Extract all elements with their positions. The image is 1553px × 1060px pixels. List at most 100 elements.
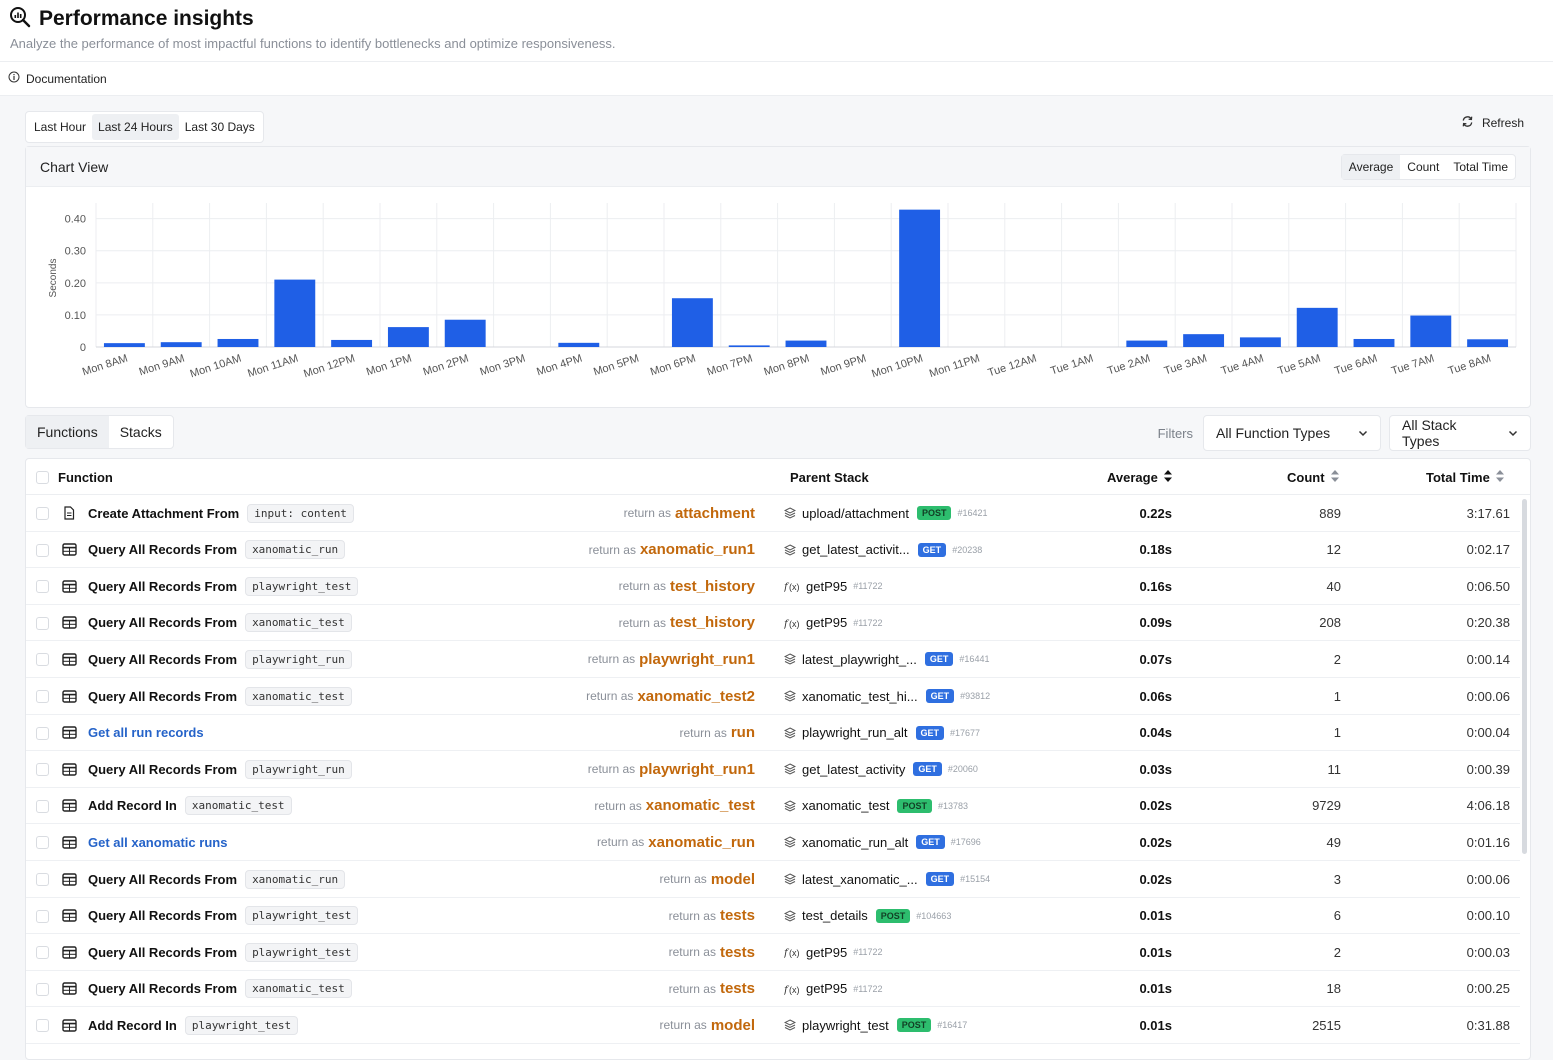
stack-name[interactable]: latest_playwright_... [802, 651, 917, 667]
table-scrollbar[interactable] [1522, 499, 1527, 854]
row-checkbox[interactable] [36, 836, 49, 850]
return-variable: xanomatic_run [648, 833, 755, 851]
stack-name[interactable]: getP95 [806, 981, 848, 997]
select-all-checkbox[interactable] [36, 471, 49, 484]
total-time-cell: 0:00.06 [1466, 688, 1510, 704]
metric-button-2[interactable]: Total Time [1453, 160, 1508, 174]
table-row[interactable]: Query All Records From xanomatic_test retu… [26, 678, 1520, 715]
count-cell: 49 [1326, 834, 1341, 850]
stack-id: #13783 [937, 800, 968, 811]
column-function[interactable]: Function [58, 470, 113, 485]
x-tick-label: Tue 2AM [1106, 352, 1152, 377]
function-icon: f (x) [784, 580, 800, 592]
count-cell: 3 [1333, 871, 1341, 887]
table-row[interactable]: Query All Records From playwright_test ret… [26, 568, 1520, 605]
table-row[interactable]: Add Record In xanomatic_test return as xano… [26, 788, 1520, 825]
stack-id: #11722 [853, 617, 883, 628]
row-checkbox[interactable] [36, 909, 49, 923]
row-checkbox[interactable] [36, 580, 49, 594]
method-badge: GET [916, 835, 945, 850]
function-cell: Query All Records From xanomatic_test [88, 605, 352, 641]
stack-name[interactable]: xanomatic_test_hi... [802, 688, 918, 704]
stack-name[interactable]: get_latest_activity [802, 761, 906, 777]
refresh-button[interactable]: Refresh [1461, 115, 1524, 131]
sort-icon [1330, 470, 1339, 485]
row-checkbox[interactable] [36, 799, 49, 813]
table-row[interactable]: Query All Records From xanomatic_test retu… [26, 605, 1520, 642]
svg-text:(x): (x) [789, 985, 800, 995]
table-row[interactable]: Query All Records From playwright_test ret… [26, 898, 1520, 935]
row-checkbox[interactable] [36, 653, 49, 667]
table-row[interactable]: Add Record In playwright_test return as mod… [26, 1007, 1520, 1044]
average-cell: 0.04s [1139, 725, 1172, 741]
row-checkbox[interactable] [36, 690, 49, 703]
table-row[interactable]: Create Attachment From input: content retu… [26, 495, 1520, 532]
metric-button-0[interactable]: Average [1341, 155, 1401, 179]
count-cell: 1 [1333, 688, 1341, 704]
x-tick-label: Tue 4AM [1220, 352, 1266, 377]
function-link[interactable]: Get all xanomatic runs [88, 834, 228, 850]
tab-functions[interactable]: Functions [26, 416, 109, 448]
function-cell: Query All Records From playwright_test [88, 898, 359, 934]
method-badge: GET [924, 652, 954, 667]
stack-name[interactable]: playwright_run_alt [802, 725, 908, 741]
source-chip: xanomatic_test [245, 613, 352, 633]
column-average[interactable]: Average [1107, 470, 1172, 485]
row-checkbox[interactable] [36, 763, 49, 777]
stack-name[interactable]: get_latest_activit... [802, 542, 910, 558]
stack-name[interactable]: getP95 [806, 615, 848, 631]
row-checkbox[interactable] [36, 982, 49, 996]
table-row[interactable]: Query All Records From xanomatic_run retur… [26, 861, 1520, 898]
table-row[interactable]: Query All Records From playwright_run retu… [26, 641, 1520, 678]
column-count[interactable]: Count [1287, 470, 1339, 485]
page-title: Performance insights [39, 6, 254, 30]
range-button-1[interactable]: Last 24 Hours [92, 114, 179, 140]
row-checkbox[interactable] [36, 946, 49, 960]
row-checkbox[interactable] [36, 543, 49, 557]
return-prefix: return as [594, 798, 642, 813]
metric-button-1[interactable]: Count [1407, 160, 1440, 174]
stack-name[interactable]: getP95 [806, 578, 848, 594]
total-time-cell: 0:00.04 [1466, 725, 1510, 741]
table-row[interactable]: Query All Records From playwright_run retu… [26, 751, 1520, 788]
table-row[interactable]: Query All Records From playwright_test ret… [26, 934, 1520, 971]
row-checkbox[interactable] [36, 616, 49, 630]
return-variable: tests [719, 980, 755, 998]
return-prefix: return as [587, 762, 636, 777]
table-row[interactable]: Get all run records return as run playwrigh… [26, 715, 1520, 752]
stack-name[interactable]: getP95 [806, 944, 848, 960]
function-name: Query All Records From [88, 761, 238, 777]
stack-id: #20060 [947, 764, 978, 775]
row-checkbox[interactable] [36, 873, 49, 886]
bar-4 [331, 339, 373, 347]
function-cell: Query All Records From xanomatic_run [88, 532, 346, 568]
row-checkbox[interactable] [36, 1019, 49, 1033]
column-parent-stack[interactable]: Parent Stack [790, 470, 869, 485]
function-link[interactable]: Get all run records [88, 725, 204, 741]
range-button-0[interactable]: Last Hour [34, 120, 87, 134]
table-row[interactable]: Get all xanomatic runs return as xanomatic… [26, 824, 1520, 861]
stack-name[interactable]: upload/attachment [802, 505, 909, 521]
stack-type-select[interactable]: All Stack Types [1389, 415, 1531, 451]
stack-name[interactable]: playwright_test [802, 1017, 889, 1033]
x-tick-label: Mon 2PM [422, 352, 470, 378]
function-type-select[interactable]: All Function Types [1203, 415, 1381, 451]
row-checkbox[interactable] [36, 726, 49, 740]
documentation-link[interactable]: Documentation [26, 71, 107, 86]
stack-name[interactable]: xanomatic_run_alt [802, 834, 909, 850]
svg-text:f: f [784, 582, 790, 592]
tab-stacks[interactable]: Stacks [119, 424, 162, 440]
table-row[interactable]: Query All Records From xanomatic_run retur… [26, 532, 1520, 569]
parent-stack-cell: xanomatic_test POST #13783 [784, 788, 968, 824]
page-header: Performance insights Analyze the perform… [0, 0, 1553, 62]
count-cell: 1 [1333, 725, 1341, 741]
column-total-time[interactable]: Total Time [1426, 470, 1504, 485]
filters: Filters All Function Types All Stack Typ… [1158, 415, 1531, 451]
range-button-2[interactable]: Last 30 Days [184, 120, 255, 134]
stack-name[interactable]: xanomatic_test [802, 798, 890, 814]
table-row[interactable]: Query All Records From xanomatic_test retu… [26, 971, 1520, 1008]
stack-id: #20238 [952, 544, 983, 555]
stack-name[interactable]: latest_xanomatic_... [802, 871, 918, 887]
row-checkbox[interactable] [36, 507, 49, 520]
stack-name[interactable]: test_details [802, 908, 868, 924]
